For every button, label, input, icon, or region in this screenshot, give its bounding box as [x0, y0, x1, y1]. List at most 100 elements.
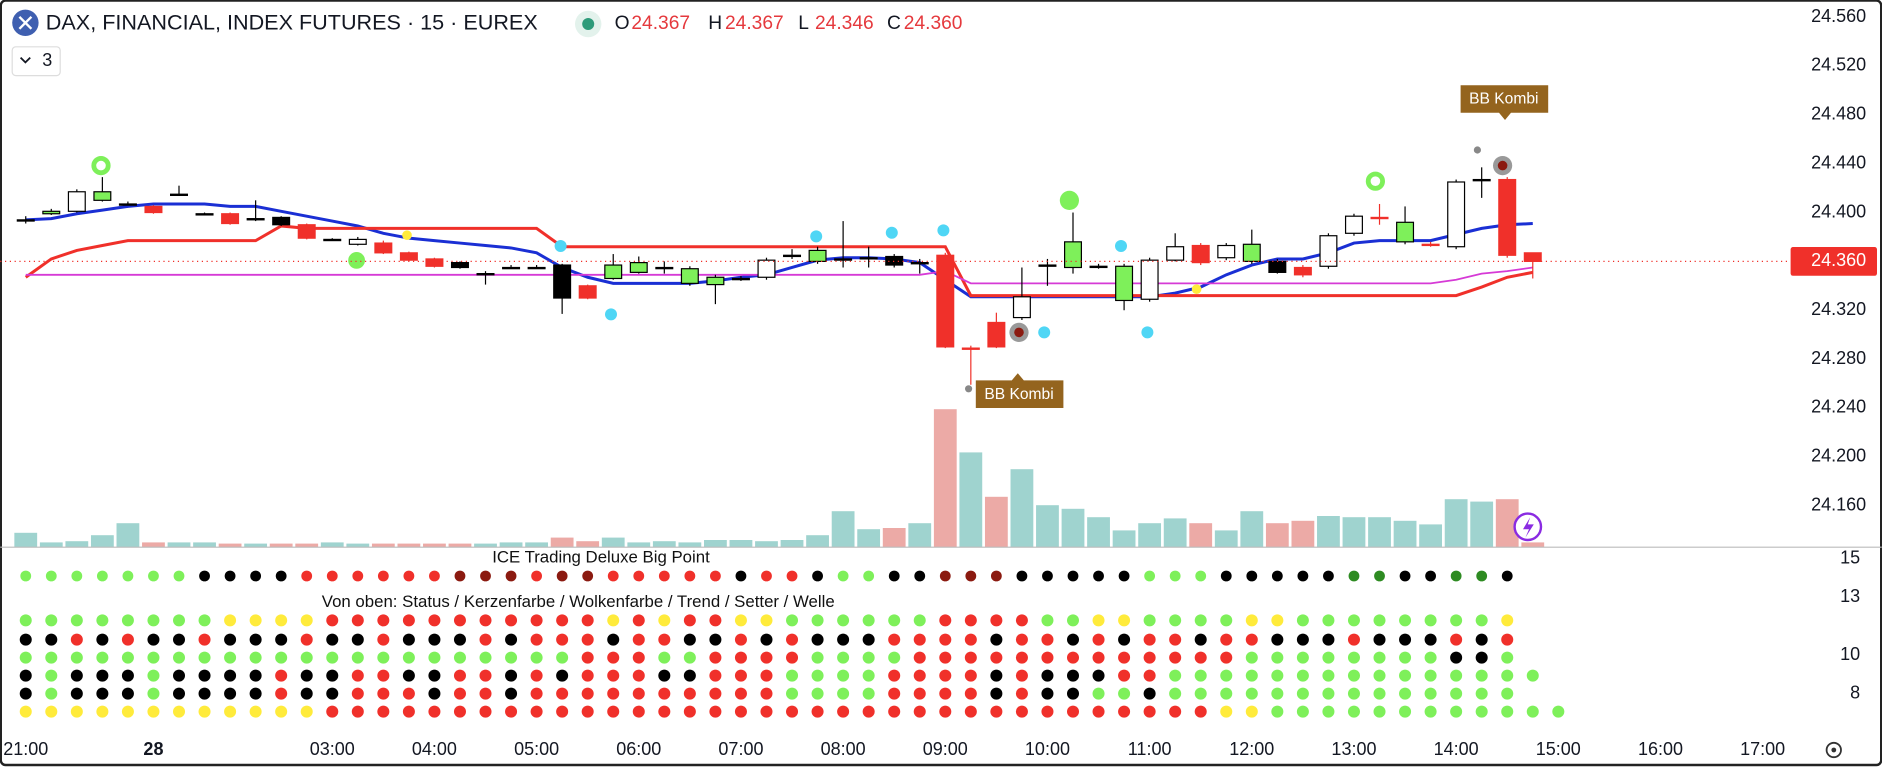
- candle-body: [859, 257, 878, 260]
- status-dot: [786, 687, 799, 700]
- status-dot: [1169, 570, 1181, 582]
- status-dot: [581, 705, 594, 718]
- indicator-tick-label: 10: [1840, 644, 1860, 664]
- status-dot: [173, 705, 185, 718]
- status-dot: [224, 687, 237, 700]
- y-tick-label: 24.480: [1811, 104, 1866, 124]
- annotation-label: BB Kombi: [984, 386, 1053, 403]
- status-dot: [990, 633, 1003, 646]
- status-dot: [710, 570, 721, 582]
- candle-body: [476, 273, 495, 276]
- status-dot: [1143, 687, 1156, 700]
- status-dot: [505, 669, 518, 682]
- x-tick-label: 13:00: [1331, 739, 1376, 759]
- candle-body: [1472, 178, 1491, 182]
- status-dot: [990, 570, 1002, 582]
- status-dot: [1092, 687, 1105, 700]
- status-dot: [428, 669, 441, 682]
- status-dot: [581, 651, 594, 664]
- status-dot: [862, 687, 875, 700]
- status-dot: [1399, 669, 1412, 682]
- status-dot: [147, 614, 160, 627]
- candle-body: [195, 213, 214, 216]
- status-dot: [1271, 651, 1284, 664]
- status-dot: [377, 687, 390, 700]
- status-dot: [300, 669, 313, 682]
- status-dot: [505, 633, 518, 646]
- status-dot: [249, 633, 262, 646]
- volume-bar: [1265, 523, 1289, 548]
- status-dot: [1118, 614, 1131, 627]
- status-dot: [1169, 614, 1182, 627]
- annotation-label: BB Kombi: [1469, 91, 1538, 108]
- status-dot: [964, 669, 977, 682]
- status-dot: [1450, 705, 1463, 718]
- status-dot: [1015, 687, 1028, 700]
- status-dot: [428, 651, 441, 664]
- status-dot: [326, 705, 339, 718]
- status-dot: [300, 687, 313, 700]
- status-dot: [300, 614, 313, 627]
- status-dot: [301, 570, 313, 582]
- status-dot: [760, 669, 773, 682]
- status-dot: [275, 651, 288, 664]
- status-dot: [760, 633, 773, 646]
- status-dot: [1373, 669, 1386, 682]
- status-dot: [1067, 669, 1079, 682]
- status-dot: [45, 570, 57, 582]
- status-dot: [351, 705, 364, 718]
- candle-body: [1064, 241, 1082, 269]
- y-tick-label: 24.160: [1811, 494, 1866, 514]
- status-dot: [45, 687, 58, 700]
- status-dot: [556, 633, 569, 646]
- status-dot: [1424, 669, 1437, 682]
- status-dot: [326, 570, 338, 582]
- status-dot: [862, 669, 875, 682]
- status-dot: [403, 570, 415, 582]
- status-dot: [1475, 687, 1488, 700]
- status-dot: [1015, 669, 1028, 682]
- volume-bar: [1112, 530, 1136, 548]
- status-dot: [888, 633, 901, 646]
- last-price-label: 24.360: [1811, 250, 1866, 270]
- status-dot: [1118, 570, 1130, 582]
- candle-body: [221, 213, 240, 225]
- status-dot: [1143, 614, 1156, 627]
- status-dot: [632, 633, 645, 646]
- status-dot: [1424, 705, 1437, 718]
- status-dot: [939, 651, 952, 664]
- candle-body: [502, 266, 521, 270]
- x-tick-label: 16:00: [1638, 739, 1683, 759]
- y-tick-label: 24.400: [1811, 201, 1866, 221]
- status-dot: [1501, 633, 1514, 646]
- status-dot: [199, 570, 210, 582]
- status-dot: [1296, 633, 1309, 646]
- candles: [16, 167, 1542, 385]
- status-dot: [530, 651, 543, 664]
- status-dot: [1169, 687, 1182, 700]
- status-dot: [811, 687, 824, 700]
- settings-icon[interactable]: [1825, 741, 1842, 759]
- status-dot: [1526, 669, 1539, 682]
- status-dot: [811, 705, 824, 718]
- status-dot: [1220, 633, 1233, 646]
- candle-body: [118, 203, 137, 206]
- status-dot: [96, 651, 109, 664]
- status-dot: [1475, 614, 1488, 627]
- status-dot: [1067, 705, 1079, 718]
- candle-body: [834, 258, 853, 261]
- status-dot: [121, 669, 134, 682]
- status-dot: [1194, 633, 1207, 646]
- volume-bar: [1214, 530, 1238, 548]
- status-dot: [1373, 705, 1386, 718]
- status-dot: [1092, 705, 1105, 718]
- status-dot: [888, 687, 901, 700]
- status-dot: [300, 651, 313, 664]
- status-dot: [683, 614, 696, 627]
- status-dot: [990, 687, 1003, 700]
- status-dot: [377, 651, 390, 664]
- volume-bar: [1393, 520, 1417, 548]
- indicator-toggle[interactable]: [11, 46, 61, 77]
- status-dot: [122, 570, 134, 582]
